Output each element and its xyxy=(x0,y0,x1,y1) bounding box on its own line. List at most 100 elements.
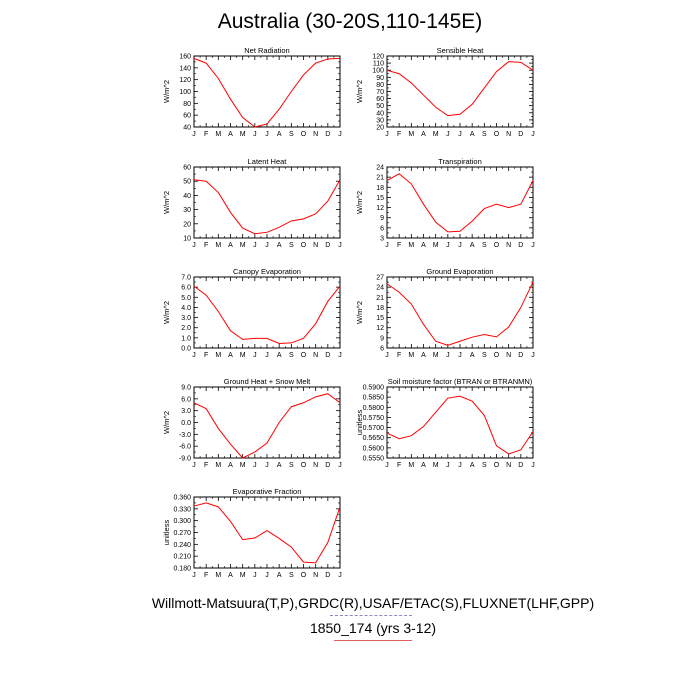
x-tick-label: J xyxy=(446,131,450,138)
y-tick-label: 0.240 xyxy=(173,542,191,549)
x-tick-label: S xyxy=(482,242,487,249)
y-tick-label: -3.0 xyxy=(179,432,191,439)
y-tick-label: 0.5600 xyxy=(363,445,385,452)
y-axis-label: W/m^2 xyxy=(355,301,364,324)
x-tick-label: J xyxy=(338,462,342,469)
y-tick-label: 120 xyxy=(179,77,191,84)
x-tick-label: J xyxy=(446,352,450,359)
series-line xyxy=(386,281,534,346)
y-tick-label: 0.5850 xyxy=(363,395,385,402)
x-tick-label: A xyxy=(421,462,426,469)
x-tick-label: J xyxy=(531,462,535,469)
x-tick-label: A xyxy=(470,131,475,138)
x-tick-label: M xyxy=(433,242,439,249)
x-tick-label: M xyxy=(240,242,246,249)
y-tick-label: 4.0 xyxy=(181,305,191,312)
x-tick-label: S xyxy=(482,131,487,138)
x-tick-label: M xyxy=(433,462,439,469)
x-tick-label: A xyxy=(228,242,233,249)
y-tick-label: 60 xyxy=(183,113,191,120)
x-tick-label: D xyxy=(325,131,330,138)
x-tick-label: F xyxy=(204,352,208,359)
y-axis-label: W/m^2 xyxy=(162,411,171,434)
y-tick-label: 10 xyxy=(183,236,191,243)
y-tick-label: 15 xyxy=(376,195,384,202)
x-tick-label: A xyxy=(470,242,475,249)
chart-title: Canopy Evaporation xyxy=(233,267,301,276)
x-tick-label: A xyxy=(277,462,282,469)
y-tick-label: 0.5700 xyxy=(363,425,385,432)
y-tick-label: 3 xyxy=(380,236,384,243)
y-tick-label: 15 xyxy=(376,315,384,322)
y-tick-label: 40 xyxy=(183,193,191,200)
x-tick-label: J xyxy=(385,462,389,469)
y-tick-label: 9 xyxy=(380,335,384,342)
y-tick-label: 21 xyxy=(376,175,384,182)
x-tick-label: M xyxy=(408,242,414,249)
x-tick-label: A xyxy=(421,352,426,359)
x-tick-label: J xyxy=(192,131,196,138)
y-tick-label: 100 xyxy=(372,68,384,75)
y-tick-label: 80 xyxy=(183,101,191,108)
x-tick-label: J xyxy=(265,462,269,469)
x-tick-label: N xyxy=(313,242,318,249)
y-tick-label: 1.0 xyxy=(181,335,191,342)
x-tick-label: M xyxy=(215,131,221,138)
series-line xyxy=(386,395,534,455)
x-tick-label: J xyxy=(265,131,269,138)
x-tick-label: O xyxy=(494,242,500,249)
x-tick-label: S xyxy=(289,572,294,579)
y-tick-label: 0.180 xyxy=(173,566,191,573)
x-tick-label: J xyxy=(458,242,462,249)
x-tick-label: F xyxy=(204,242,208,249)
footer-case-text: 1850_174 (yrs 3-12) xyxy=(309,620,437,636)
y-tick-label: 40 xyxy=(183,125,191,132)
y-tick-label: 0.0 xyxy=(181,420,191,427)
x-tick-label: J xyxy=(253,572,257,579)
x-tick-label: A xyxy=(277,242,282,249)
x-tick-label: F xyxy=(204,572,208,579)
x-tick-label: M xyxy=(240,352,246,359)
x-tick-label: F xyxy=(397,352,401,359)
x-tick-label: M xyxy=(433,131,439,138)
plot-frame xyxy=(386,386,534,459)
series-line xyxy=(193,57,341,128)
y-tick-label: 6.0 xyxy=(181,285,191,292)
x-tick-label: J xyxy=(446,242,450,249)
x-tick-label: D xyxy=(518,242,523,249)
plot-frame xyxy=(193,166,341,239)
y-axis-label: W/m^2 xyxy=(355,191,364,214)
x-tick-label: A xyxy=(421,131,426,138)
y-tick-label: 6.0 xyxy=(181,396,191,403)
x-tick-label: A xyxy=(470,352,475,359)
chart-title: Evaporative Fraction xyxy=(233,487,302,496)
y-tick-label: 50 xyxy=(183,179,191,186)
x-tick-label: A xyxy=(228,131,233,138)
x-tick-label: D xyxy=(325,462,330,469)
y-tick-label: 0.0 xyxy=(181,346,191,353)
x-tick-label: J xyxy=(531,352,535,359)
x-tick-label: M xyxy=(408,462,414,469)
y-tick-label: 12 xyxy=(376,325,384,332)
y-tick-label: 140 xyxy=(179,65,191,72)
x-tick-label: N xyxy=(506,131,511,138)
y-tick-label: 21 xyxy=(376,295,384,302)
plot-frame xyxy=(386,166,534,239)
x-tick-label: M xyxy=(433,352,439,359)
x-tick-label: J xyxy=(458,352,462,359)
y-tick-label: 20 xyxy=(183,221,191,228)
x-tick-label: J xyxy=(458,462,462,469)
x-tick-label: M xyxy=(240,572,246,579)
footer-red-rule xyxy=(334,640,412,641)
x-tick-label: J xyxy=(385,242,389,249)
x-tick-label: M xyxy=(240,462,246,469)
y-tick-label: 0.210 xyxy=(173,554,191,561)
x-tick-label: O xyxy=(301,462,307,469)
y-tick-label: 3.0 xyxy=(181,408,191,415)
y-tick-label: -6.0 xyxy=(179,444,191,451)
